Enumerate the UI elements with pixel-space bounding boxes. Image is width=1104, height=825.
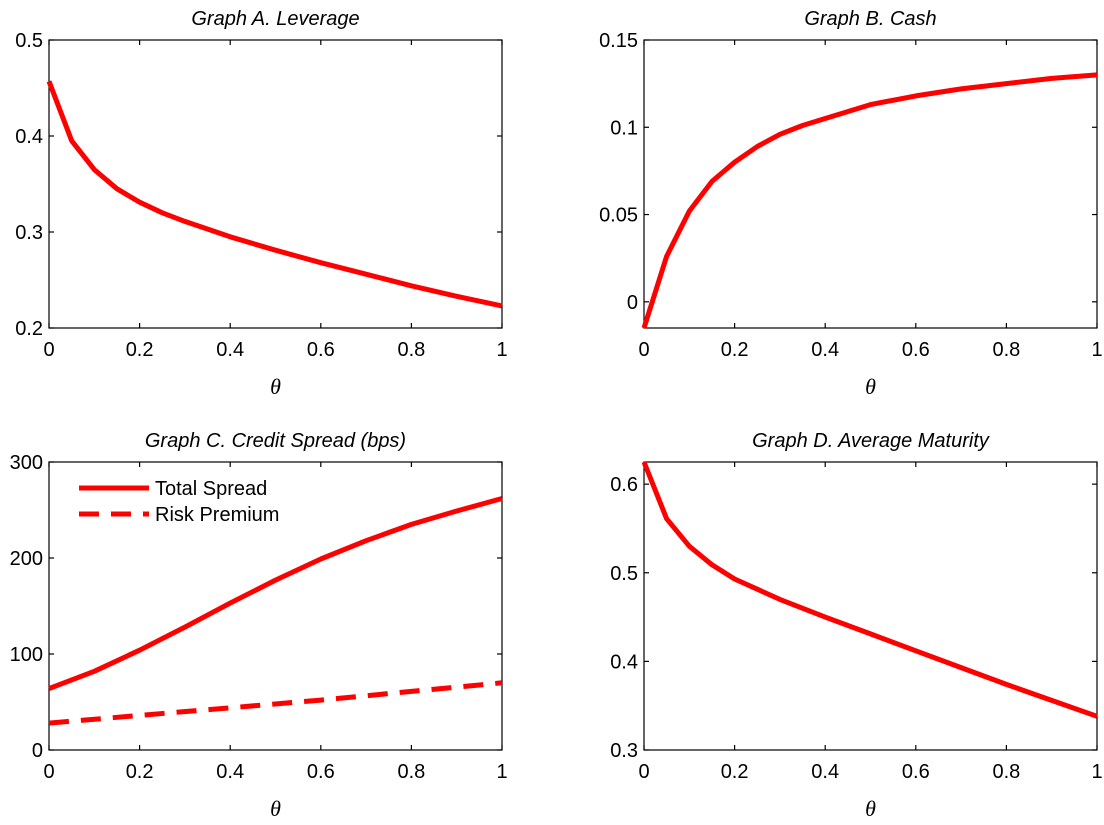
y-tick-label: 0.3 (15, 222, 43, 244)
x-tick-label: 0.6 (902, 761, 930, 783)
x-tick-label: 0.8 (397, 761, 425, 783)
x-tick-label: 0.6 (902, 339, 930, 361)
x-axis-label: θ (270, 796, 281, 821)
plot-area-frame (643, 461, 1098, 751)
x-tick-label: 1 (496, 761, 507, 783)
x-tick-label: 0.8 (992, 339, 1020, 361)
y-tick-label: 300 (10, 452, 43, 474)
panel-c: Graph C. Credit Spread (bps) 0 0.2 0.4 0.6 0.… (10, 430, 508, 821)
x-tick-label: 0 (638, 339, 649, 361)
plot-area-frame (48, 461, 503, 751)
panel-d: Graph D. Average Maturity 0 0.2 0.4 0.6 0.8 1 0… (610, 430, 1102, 821)
x-tick-label: 0.2 (126, 761, 154, 783)
y-tick-label: 200 (10, 548, 43, 570)
y-tick-label: 0.15 (599, 30, 638, 52)
series-line (46, 80, 503, 309)
x-tick-label: 0.8 (397, 339, 425, 361)
legend-label: Risk Premium (155, 504, 279, 526)
y-tick-label: 0.6 (610, 474, 638, 496)
y-tick-label: 0.5 (610, 563, 638, 585)
series-line (641, 461, 1098, 719)
y-tick-label: 0.5 (15, 30, 43, 52)
x-axis-label: θ (865, 796, 876, 821)
x-tick-label: 0.6 (307, 761, 335, 783)
y-tick-label: 0.05 (599, 205, 638, 227)
x-tick-label: 0 (638, 761, 649, 783)
y-tick-label: 0 (32, 740, 43, 762)
x-tick-label: 1 (1091, 761, 1102, 783)
legend-label: Total Spread (155, 478, 267, 500)
y-tick-label: 100 (10, 644, 43, 666)
x-tick-label: 0.8 (992, 761, 1020, 783)
x-tick-label: 0 (43, 761, 54, 783)
x-tick-label: 0.2 (721, 761, 749, 783)
chart-title: Graph A. Leverage (191, 8, 359, 30)
y-tick-label: 0.4 (610, 651, 638, 673)
x-tick-label: 0.6 (307, 339, 335, 361)
x-axis-label: θ (865, 374, 876, 399)
x-axis-label: θ (270, 374, 281, 399)
x-tick-label: 0.4 (811, 339, 839, 361)
x-tick-label: 0.4 (216, 761, 244, 783)
series-line-risk-premium (48, 680, 503, 726)
y-tick-label: 0.4 (15, 126, 43, 148)
panel-b: Graph B. Cash 0 0.2 0.4 0.6 0.8 1 0 0.05 0.1 0.15 θ (599, 8, 1103, 399)
y-tick-label: 0.1 (610, 117, 638, 139)
x-tick-label: 0 (43, 339, 54, 361)
x-tick-label: 0.2 (721, 339, 749, 361)
x-tick-label: 0.4 (811, 761, 839, 783)
plot-area-frame (643, 39, 1098, 329)
x-tick-label: 0.2 (126, 339, 154, 361)
x-tick-label: 1 (496, 339, 507, 361)
plot-area-frame (48, 39, 503, 329)
chart-title: Graph B. Cash (804, 8, 936, 30)
x-tick-label: 0.4 (216, 339, 244, 361)
y-tick-label: 0 (627, 292, 638, 314)
y-tick-label: 0.3 (610, 740, 638, 762)
y-tick-label: 0.2 (15, 318, 43, 340)
chart-title: Graph D. Average Maturity (752, 430, 990, 452)
series-line-total-spread (48, 496, 503, 691)
chart-title: Graph C. Credit Spread (bps) (145, 430, 406, 452)
series-line (641, 72, 1098, 329)
x-tick-label: 1 (1091, 339, 1102, 361)
